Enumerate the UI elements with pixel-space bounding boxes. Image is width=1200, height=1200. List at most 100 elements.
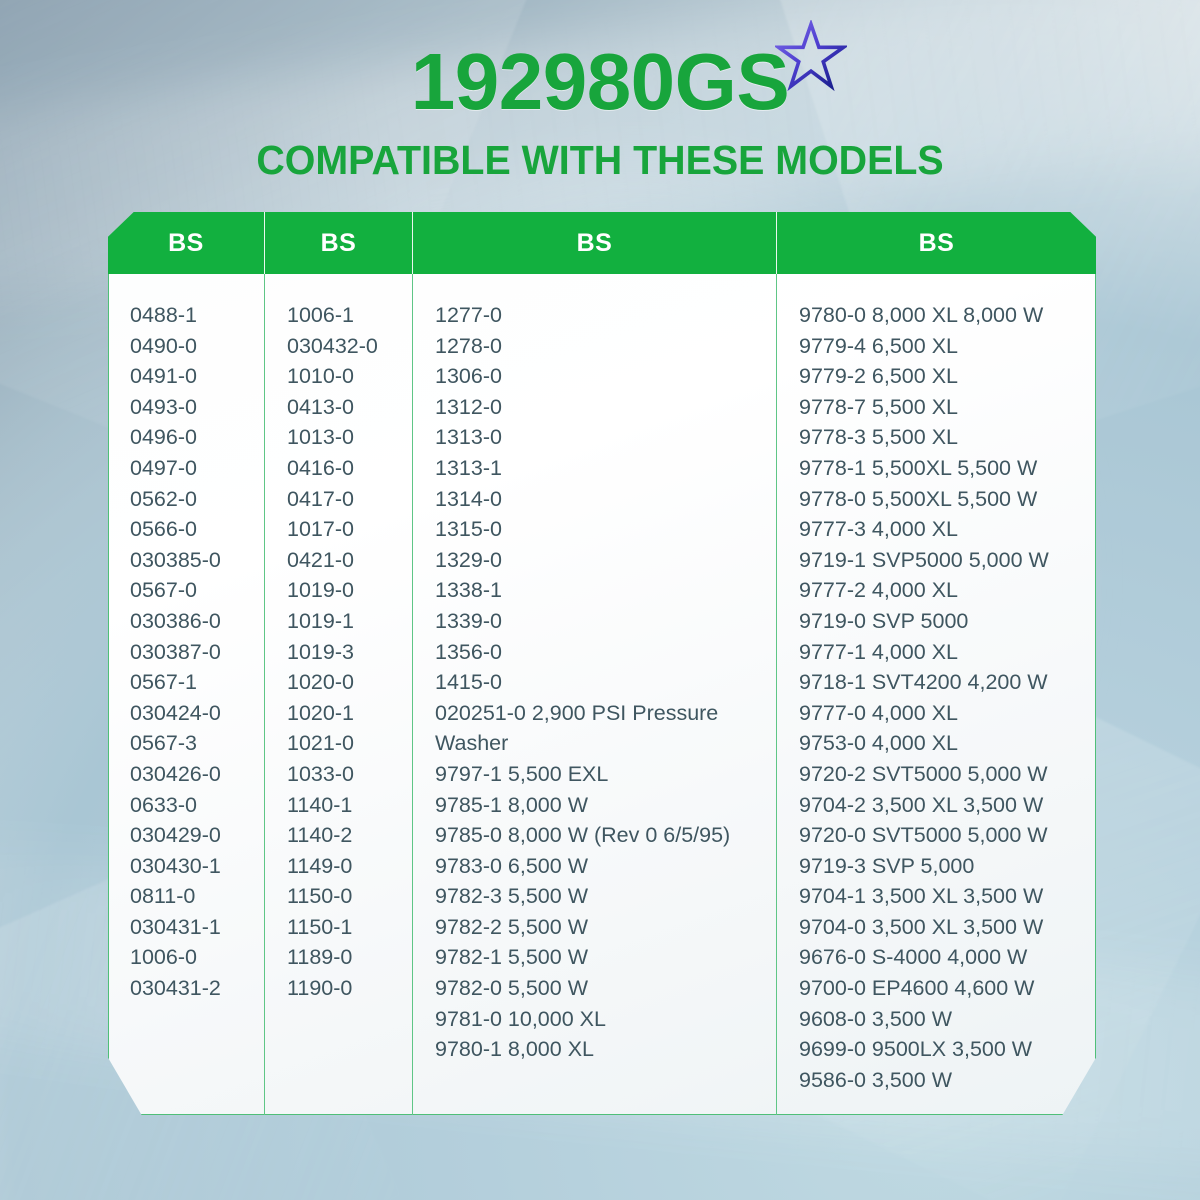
table-cell: 9704-1 3,500 XL 3,500 W xyxy=(799,884,1044,909)
table-cell: 1006-1 xyxy=(287,303,354,327)
table-cell: 0491-0 xyxy=(130,364,197,389)
table-cell: 030385-0 xyxy=(130,547,221,572)
table-cell: 1017-0 xyxy=(287,517,354,542)
table-cell: 1140-1 xyxy=(287,792,353,817)
table-cell: 1033-0 xyxy=(287,761,354,786)
table-cell: 9719-1 SVP5000 5,000 W xyxy=(799,547,1049,572)
table-cell: 9704-0 3,500 XL 3,500 W xyxy=(799,914,1044,939)
table-cell: 030426-0 xyxy=(130,761,221,786)
table-cell: 030429-0 xyxy=(130,823,221,848)
title-row: 192980GS xyxy=(411,20,848,122)
table-cell: 9783-0 6,500 W xyxy=(435,853,588,878)
table-cell: 9719-3 SVP 5,000 xyxy=(799,853,975,878)
table-cell: 030386-0 xyxy=(130,608,221,633)
table-cell: 1149-0 xyxy=(287,853,353,878)
table-cell: 9777-2 4,000 XL xyxy=(799,578,958,603)
table-cell: 0488-1 xyxy=(130,303,197,327)
table-cell: 020251-0 2,900 PSI Pressure Washer xyxy=(435,700,725,756)
table-cell: 030431-1 xyxy=(130,914,221,939)
table-cell: 1019-0 xyxy=(287,578,354,603)
table-cell: 9778-3 5,500 XL xyxy=(799,425,958,450)
table-cell: 0417-0 xyxy=(287,486,354,511)
table-cell: 030430-1 xyxy=(130,853,221,878)
table-cell: 030424-0 xyxy=(130,700,221,725)
table-cell: 9785-0 8,000 W (Rev 0 6/5/95) xyxy=(435,823,731,848)
table-cell: 1190-0 xyxy=(287,976,353,1001)
table-cell: 1415-0 xyxy=(435,670,502,695)
table-cell: 9779-2 6,500 XL xyxy=(799,364,958,389)
table-cell: 0567-0 xyxy=(130,578,197,603)
table-cell: 1306-0 xyxy=(435,364,502,389)
table-cell: 1010-0 xyxy=(287,364,354,389)
table-cell: 030431-2 xyxy=(130,976,221,1001)
table-cell: 1006-0 xyxy=(130,945,197,970)
table-column-3: 1277-0 1278-0 1306-0 1312-0 1313-0 1313-1 1314… xyxy=(412,274,776,1115)
table-cell: 0562-0 xyxy=(130,486,197,511)
table-cell: 0421-0 xyxy=(287,547,354,572)
table-cell: 9586-0 3,500 W xyxy=(799,1067,952,1092)
table-cell: 1329-0 xyxy=(435,547,502,572)
table-cell: 9778-7 5,500 XL xyxy=(799,394,958,419)
table-cell: 9782-0 5,500 W xyxy=(435,976,588,1001)
column-header-3: BS xyxy=(412,212,776,274)
table-cell: 9777-0 4,000 XL xyxy=(799,700,958,725)
table-cell: 1150-1 xyxy=(287,914,353,939)
header: 192980GS COMPATIBLE WITH THESE MODELS xyxy=(0,20,1200,183)
table-cell: 9780-0 8,000 XL 8,000 W xyxy=(799,303,1044,327)
table-cell: 9782-2 5,500 W xyxy=(435,914,588,939)
table-cell: 1339-0 xyxy=(435,608,502,633)
table-cell: 9608-0 3,500 W xyxy=(799,1006,952,1031)
table-column-2: 1006-1 030432-0 1010-0 0413-0 1013-0 0416-0 04… xyxy=(264,274,412,1115)
table-cell: 1338-1 xyxy=(435,578,502,603)
table-column-4: 9780-0 8,000 XL 8,000 W 9779-4 6,500 XL 97… xyxy=(776,274,1096,1115)
table-header-bar xyxy=(108,212,1096,274)
table-cell: 9797-1 5,500 EXL xyxy=(435,761,609,786)
table-cell: 9718-1 SVT4200 4,200 W xyxy=(799,670,1048,695)
table-header-row: BS BS BS BS xyxy=(108,212,1096,274)
table-cell: 0490-0 xyxy=(130,333,197,358)
table-cell: 1312-0 xyxy=(435,394,502,419)
table-cell: 1313-1 xyxy=(435,455,502,480)
page-subtitle: COMPATIBLE WITH THESE MODELS xyxy=(256,137,944,183)
table-cell: 0567-3 xyxy=(130,731,197,756)
table-cell: 0566-0 xyxy=(130,517,197,542)
table-cell: 9753-0 4,000 XL xyxy=(799,731,958,756)
table-cell: 9720-2 SVT5000 5,000 W xyxy=(799,761,1048,786)
table-cell: 030387-0 xyxy=(130,639,221,664)
table-cell: 9700-0 EP4600 4,600 W xyxy=(799,976,1035,1001)
table-cell: 0633-0 xyxy=(130,792,197,817)
table-cell: 030432-0 xyxy=(287,333,378,358)
table-body-panel xyxy=(108,272,1096,1115)
table-cell: 1021-0 xyxy=(287,731,354,756)
table-cell: 0496-0 xyxy=(130,425,197,450)
table-cell: 9777-1 4,000 XL xyxy=(799,639,958,664)
column-header-2: BS xyxy=(264,212,412,274)
table-cell: 1278-0 xyxy=(435,333,502,358)
table-columns: 0488-1 0490-0 0491-0 0493-0 0496-0 0497-0 0562… xyxy=(108,274,1096,1115)
table-cell: 9782-1 5,500 W xyxy=(435,945,588,970)
table-cell: 1013-0 xyxy=(287,425,354,450)
table-cell: 1313-0 xyxy=(435,425,502,450)
table-cell: 1019-1 xyxy=(287,608,354,633)
table-cell: 1150-0 xyxy=(287,884,353,909)
table-cell: 9676-0 S-4000 4,000 W xyxy=(799,945,1028,970)
table-cell: 1019-3 xyxy=(287,639,354,664)
table-cell: 0416-0 xyxy=(287,455,354,480)
table-cell: 1356-0 xyxy=(435,639,502,664)
table-cell: 9782-3 5,500 W xyxy=(435,884,588,909)
table-cell: 0493-0 xyxy=(130,394,197,419)
table-cell: 0413-0 xyxy=(287,394,354,419)
table-cell: 9779-4 6,500 XL xyxy=(799,333,958,358)
table-cell: 9778-0 5,500XL 5,500 W xyxy=(799,486,1038,511)
table-cell: 9704-2 3,500 XL 3,500 W xyxy=(799,792,1044,817)
table-cell: 1140-2 xyxy=(287,823,353,848)
table-column-1: 0488-1 0490-0 0491-0 0493-0 0496-0 0497-0 0562… xyxy=(108,274,264,1115)
table-cell: 0567-1 xyxy=(130,670,197,695)
compatibility-table: BS BS BS BS 0488-1 0490-0 0491-0 0493-0 0496… xyxy=(108,212,1096,1115)
table-cell: 1020-1 xyxy=(287,700,354,725)
star-icon xyxy=(775,20,848,92)
table-cell: 1189-0 xyxy=(287,945,353,970)
table-cell: 9720-0 SVT5000 5,000 W xyxy=(799,823,1048,848)
table-cell: 0811-0 xyxy=(130,884,196,909)
column-header-1: BS xyxy=(168,228,204,257)
